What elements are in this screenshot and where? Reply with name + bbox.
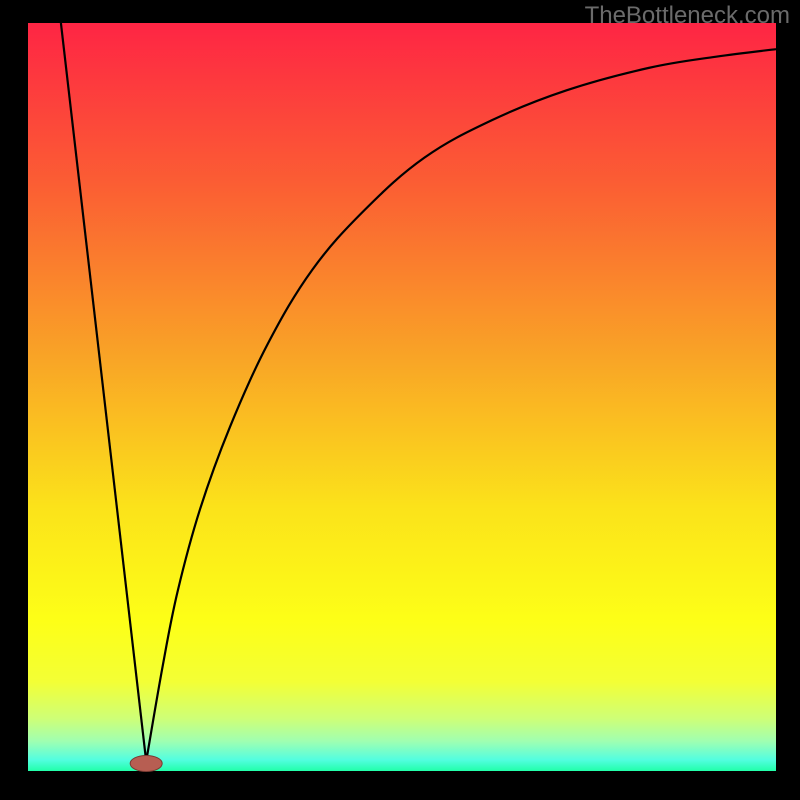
watermark-text: TheBottleneck.com [585, 2, 790, 30]
minimum-marker [130, 756, 162, 772]
chart-svg [0, 0, 800, 800]
chart-frame: TheBottleneck.com [0, 0, 800, 800]
plot-background [28, 23, 776, 771]
